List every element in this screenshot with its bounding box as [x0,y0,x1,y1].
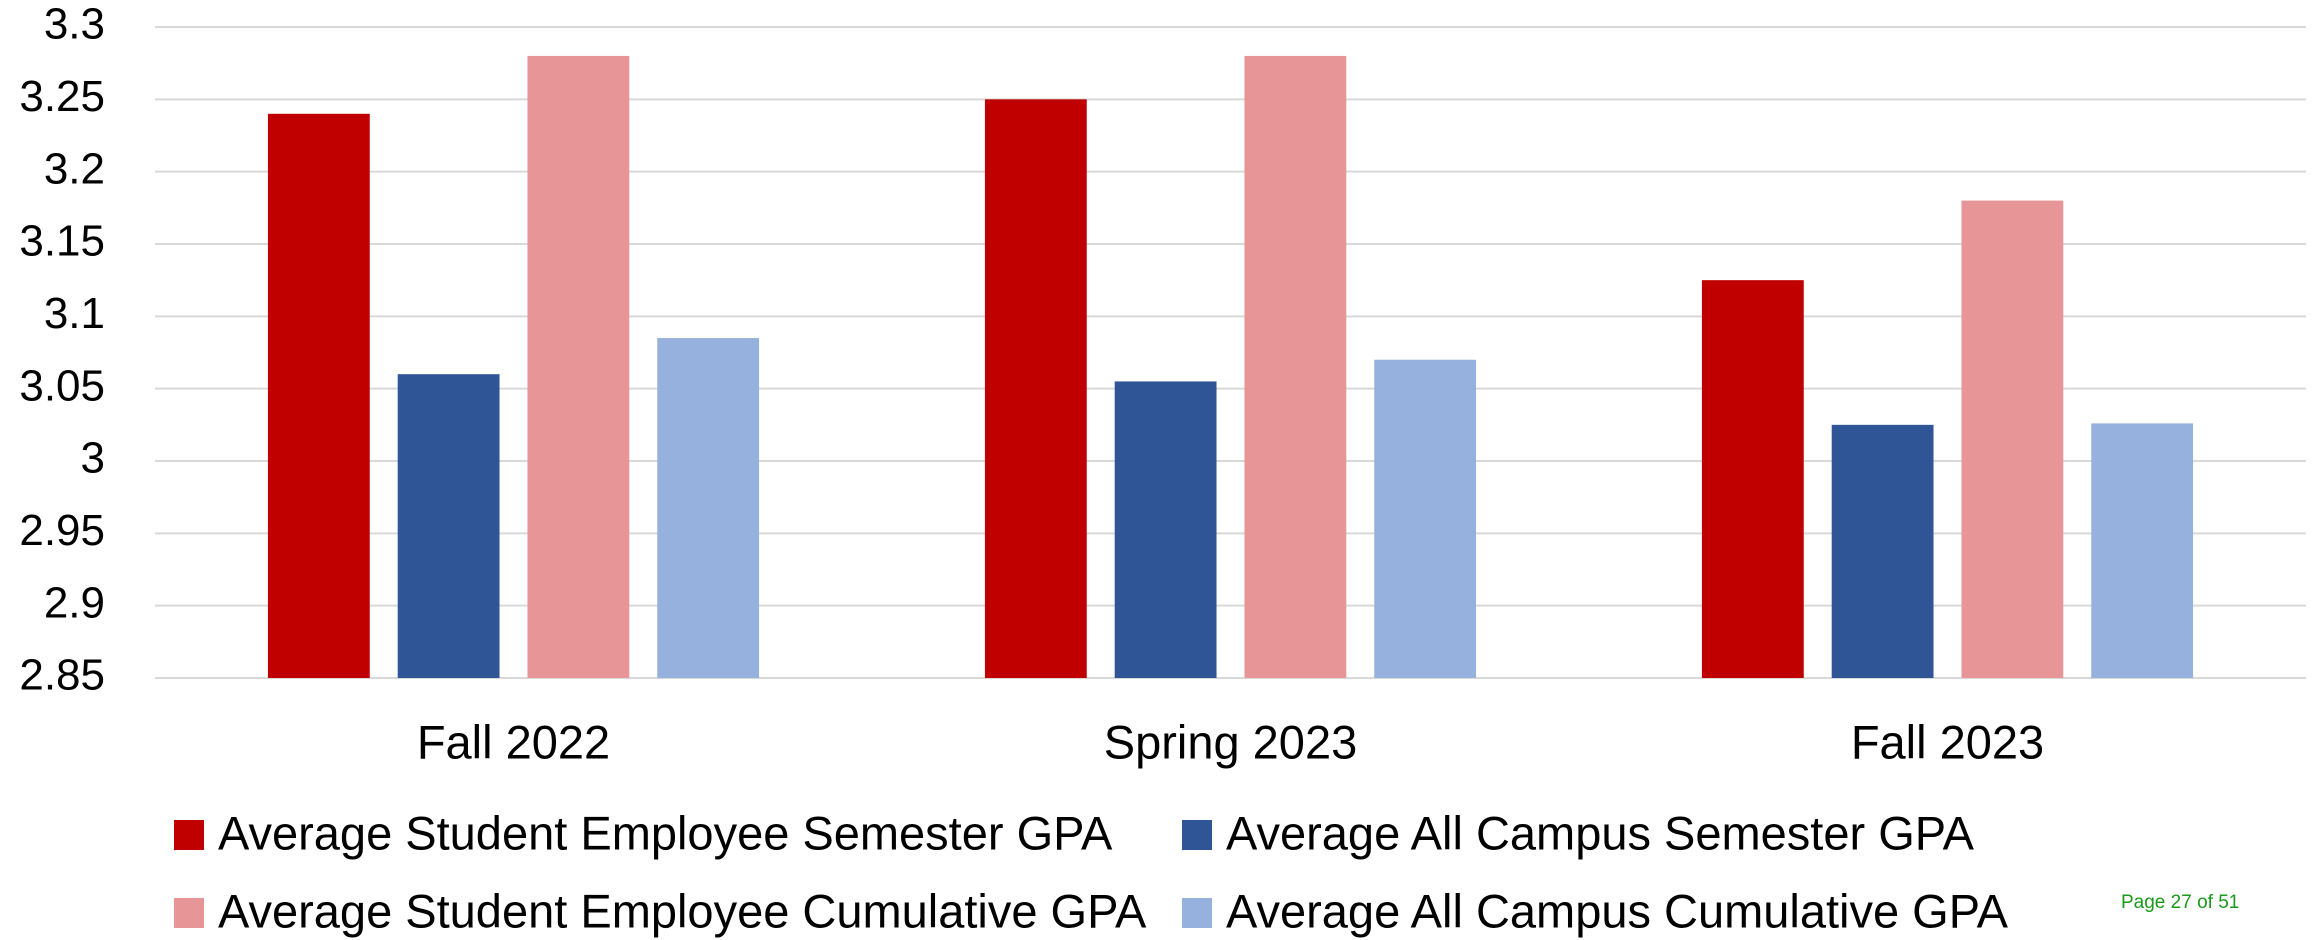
legend-swatch [1182,898,1212,928]
bar [1961,200,2064,678]
bar [984,99,1087,679]
bar [267,113,370,679]
bar [1114,381,1217,678]
y-tick-label: 2.85 [19,651,105,700]
bar [1701,280,1804,678]
legend-swatch [1182,820,1212,850]
bar [2091,423,2194,678]
legend-label: Average Student Employee Semester GPA [218,806,1113,859]
page-label: Page 27 of 51 [2121,892,2239,913]
y-tick-label: 3.05 [19,361,105,410]
bar [397,374,500,678]
y-tick-label: 3 [81,434,105,483]
y-tick-label: 3.2 [44,144,105,193]
x-tick-label: Spring 2023 [1104,715,1357,768]
bar [527,55,630,678]
legend-swatch [174,898,204,928]
legend-label: Average All Campus Semester GPA [1226,806,1975,859]
legend-swatch [174,820,204,850]
x-tick-label: Fall 2022 [417,715,610,768]
legend-label: Average All Campus Cumulative GPA [1226,884,2009,937]
bar [1374,359,1477,678]
bar [1244,55,1347,678]
y-tick-label: 2.95 [19,506,105,555]
y-tick-label: 3.15 [19,217,105,266]
y-tick-label: 2.9 [44,578,105,627]
y-tick-label: 3.3 [44,0,105,49]
x-tick-label: Fall 2023 [1851,715,2044,768]
y-tick-label: 3.1 [44,289,105,338]
bar [1831,424,1934,678]
y-tick-label: 3.25 [19,72,105,121]
legend-label: Average Student Employee Cumulative GPA [218,884,1147,937]
bar [657,338,760,678]
